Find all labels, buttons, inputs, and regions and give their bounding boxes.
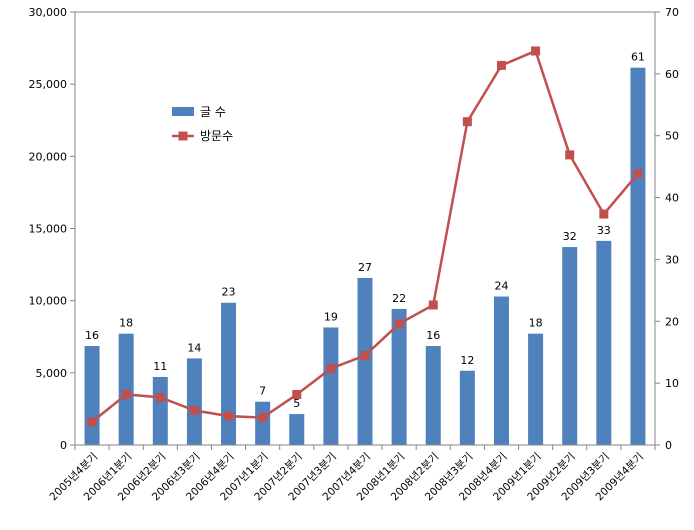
line-point <box>292 389 302 399</box>
line-point <box>87 417 97 427</box>
bar-data-label: 5 <box>293 397 300 410</box>
left-axis-tick-label: 10,000 <box>29 295 68 308</box>
legend-bar-swatch <box>172 107 194 116</box>
bars-layer <box>84 67 646 446</box>
bar-data-label: 32 <box>563 230 577 243</box>
bar-data-label: 11 <box>153 360 167 373</box>
bar <box>186 358 202 445</box>
line-layer <box>87 46 643 427</box>
bar-data-label: 33 <box>597 224 611 237</box>
line-point <box>394 319 404 329</box>
bar-data-label: 24 <box>494 280 508 293</box>
bar <box>425 346 441 445</box>
bar-data-label: 18 <box>119 317 133 330</box>
left-axis-tick-label: 0 <box>60 439 67 452</box>
bar <box>118 333 134 445</box>
bar <box>528 333 544 445</box>
line-point <box>224 411 234 421</box>
line-point <box>326 364 336 374</box>
bar-data-label: 7 <box>259 385 266 398</box>
bar <box>357 277 373 445</box>
bar-data-label: 19 <box>324 310 338 323</box>
bar <box>596 240 612 445</box>
left-axis-tick-label: 20,000 <box>29 150 68 163</box>
bar-data-label: 27 <box>358 261 372 274</box>
left-axis-tick-label: 5,000 <box>36 367 68 380</box>
bar <box>152 376 168 445</box>
line-point <box>258 413 268 423</box>
bar-data-label: 16 <box>426 329 440 342</box>
bar <box>493 296 509 445</box>
bar-data-label: 22 <box>392 292 406 305</box>
legend-bar-label: 글 수 <box>200 105 226 119</box>
line-point <box>155 392 165 402</box>
right-axis-tick-label: 60 <box>665 68 679 81</box>
bar-data-label: 61 <box>631 51 645 64</box>
bar <box>289 414 305 445</box>
bar-data-label: 16 <box>85 329 99 342</box>
left-axis-tick-label: 25,000 <box>29 78 68 91</box>
line-point <box>633 169 643 179</box>
left-axis-tick-label: 30,000 <box>29 6 68 19</box>
bar <box>459 370 475 445</box>
line-point <box>599 209 609 219</box>
left-axis-tick-label: 15,000 <box>29 223 68 236</box>
bar-data-label: 12 <box>460 354 474 367</box>
legend-line-marker <box>178 131 188 141</box>
bar <box>391 308 407 445</box>
line-point <box>531 46 541 56</box>
line-point <box>462 117 472 127</box>
bar <box>630 67 646 446</box>
bar-data-label: 14 <box>187 341 201 354</box>
line-point <box>121 389 131 399</box>
right-axis-tick-label: 30 <box>665 253 679 266</box>
line-point <box>565 150 575 160</box>
bar <box>84 346 100 445</box>
right-axis-tick-label: 10 <box>665 377 679 390</box>
right-axis-tick-label: 0 <box>665 439 672 452</box>
right-axis-tick-label: 40 <box>665 192 679 205</box>
line-point <box>189 405 199 415</box>
bar <box>255 401 271 445</box>
line-point <box>496 60 506 70</box>
line-point <box>428 300 438 310</box>
right-axis-tick-label: 50 <box>665 130 679 143</box>
bar-data-label: 23 <box>222 286 236 299</box>
bar-data-label: 18 <box>529 317 543 330</box>
right-axis-tick-label: 70 <box>665 6 679 19</box>
bar <box>323 327 339 445</box>
right-axis-tick-label: 20 <box>665 315 679 328</box>
legend-line-label: 방문수 <box>200 129 233 143</box>
labels-layer: 16 18 11 14 23 7 5 19 27 22 16 12 24 18 32 33 61 <box>85 51 645 410</box>
bar <box>562 247 578 445</box>
bar <box>221 302 237 445</box>
line-point <box>360 351 370 361</box>
